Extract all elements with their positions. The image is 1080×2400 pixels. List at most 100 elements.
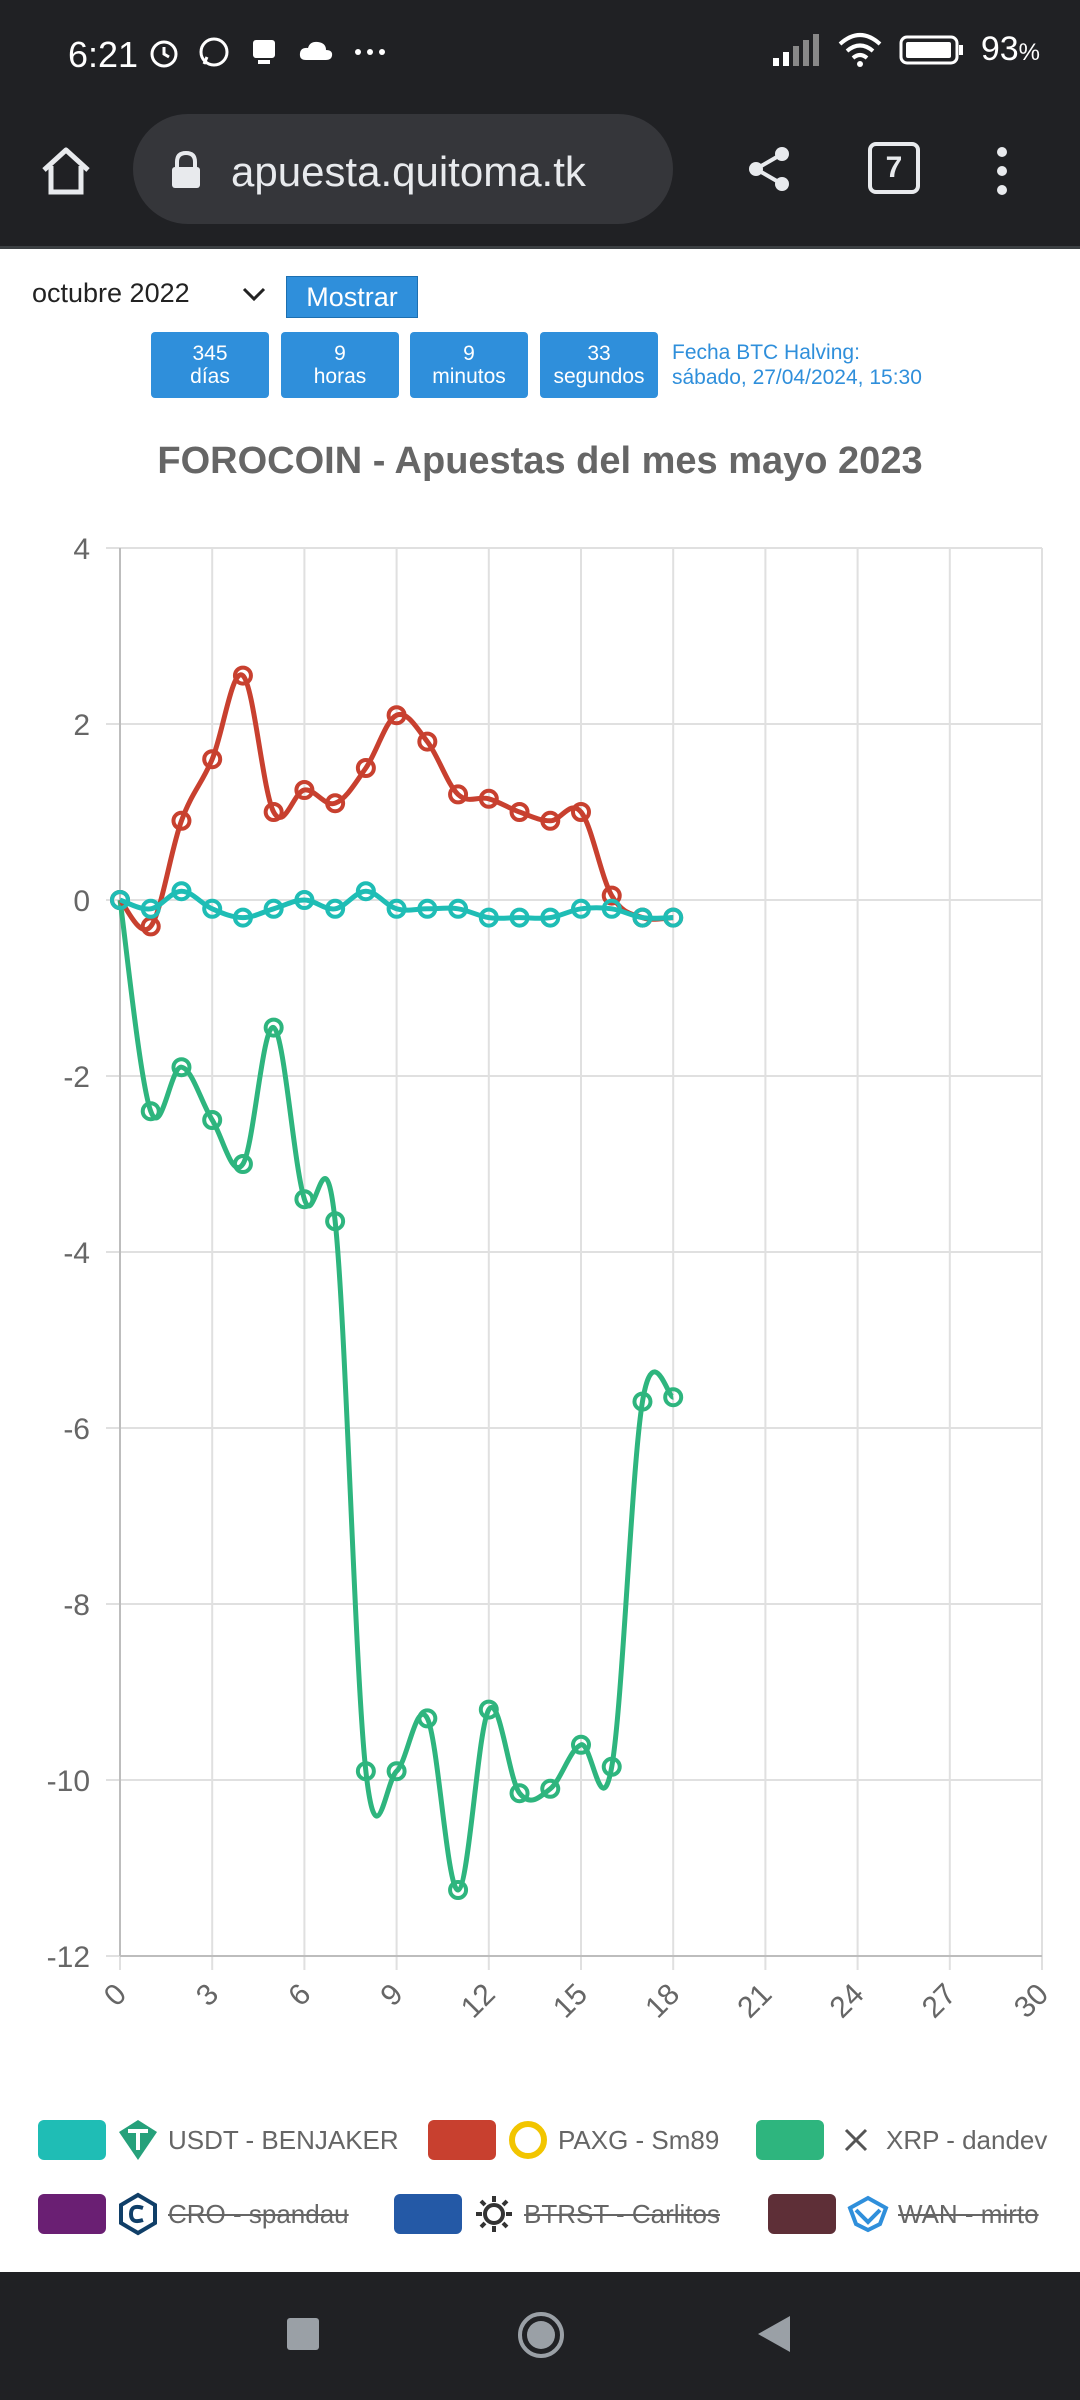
y-tick-label: -10	[47, 1765, 90, 1798]
paxg-icon	[509, 2121, 547, 2159]
alarm-icon	[150, 40, 178, 68]
wifi-icon	[838, 32, 882, 67]
chevron-down-icon[interactable]	[240, 280, 268, 308]
legend-label: USDT - BENJAKER	[168, 2124, 399, 2155]
back-icon[interactable]	[756, 2314, 792, 2354]
x-tick-label: 0	[98, 1978, 133, 2013]
battery-value: 93	[980, 30, 1019, 68]
legend-label: PAXG - Sm89	[558, 2124, 720, 2155]
legend-item-wan[interactable]: WAN - mirto	[768, 2192, 1039, 2236]
legend-item-btrst[interactable]: BTRST - Carlitos	[394, 2192, 720, 2236]
data-point	[601, 885, 622, 906]
series-line	[117, 899, 676, 1893]
data-point	[386, 898, 407, 919]
data-point	[601, 898, 622, 919]
x-tick-label: 9	[374, 1978, 409, 2013]
countdown-hours: 9 horas	[281, 332, 399, 398]
signal-icon	[772, 33, 819, 66]
more-notifications-icon	[355, 49, 385, 55]
y-tick-label: -12	[47, 1941, 90, 1974]
data-point	[171, 1057, 192, 1078]
data-point	[171, 881, 192, 902]
legend-label: WAN - mirto	[898, 2198, 1039, 2229]
data-point	[294, 780, 315, 800]
data-point	[232, 665, 253, 686]
data-point	[325, 793, 346, 814]
data-point	[325, 1211, 346, 1232]
data-point	[294, 1189, 315, 1210]
data-point	[417, 1708, 438, 1729]
home-button-icon[interactable]	[516, 2310, 566, 2360]
data-point	[263, 802, 284, 822]
data-point	[355, 1761, 376, 1782]
y-tick-label: -2	[63, 1061, 90, 1094]
y-tick-label: -6	[63, 1413, 90, 1446]
menu-icon[interactable]	[990, 144, 1014, 198]
countdown-days-label: días	[190, 365, 230, 388]
countdown-days-value: 345	[192, 342, 228, 365]
btrst-icon	[476, 2196, 512, 2232]
data-point	[202, 1110, 223, 1130]
y-tick-label: 0	[73, 885, 90, 918]
data-point	[386, 705, 407, 726]
notification-icon	[253, 40, 275, 64]
share-icon[interactable]	[744, 144, 794, 194]
clock: 6:21	[68, 34, 139, 75]
countdown-minutes-value: 9	[463, 342, 475, 365]
x-tick-label: 27	[916, 1978, 963, 2025]
data-point	[601, 1756, 622, 1777]
x-tick-label: 3	[190, 1978, 225, 2013]
y-tick-label: -8	[63, 1589, 90, 1622]
legend-item-xrp[interactable]: XRP - dandev	[756, 2118, 1047, 2162]
series-line	[118, 672, 674, 932]
line-chart: 420-2-4-6-8-10-120 3 6 9 12 15 18 21 24 27 30	[47, 533, 1055, 2025]
legend-item-usdt[interactable]: USDT - BENJAKER	[38, 2118, 399, 2162]
data-point	[478, 907, 499, 928]
x-tick-label: 21	[731, 1978, 778, 2025]
data-point	[571, 1734, 591, 1755]
month-select[interactable]: octubre 2022	[32, 278, 190, 308]
cro-icon	[119, 2192, 157, 2236]
data-point	[232, 1154, 253, 1174]
y-tick-label: -4	[63, 1237, 90, 1270]
legend-swatch	[394, 2194, 462, 2234]
x-tick-label: 18	[639, 1978, 686, 2025]
recents-icon[interactable]	[285, 2316, 321, 2352]
legend-swatch	[38, 2120, 106, 2160]
legend-item-paxg[interactable]: PAXG - Sm89	[428, 2118, 719, 2162]
halving-label: Fecha BTC Halving:	[672, 341, 860, 364]
data-point	[571, 898, 591, 919]
data-point	[140, 898, 161, 919]
data-point	[263, 1017, 284, 1038]
halving-info: Fecha BTC Halving: sábado, 27/04/2024, 1…	[672, 340, 922, 390]
x-tick-label: 15	[547, 1978, 594, 2025]
x-tick-label: 12	[455, 1978, 502, 2025]
data-point	[417, 731, 438, 752]
data-point	[448, 898, 469, 919]
controls: octubre 2022 Mostrar 345 días 9 horas 9 …	[0, 250, 1080, 470]
lock-icon	[172, 150, 200, 188]
status-bar: 6:21 93%	[0, 0, 1080, 110]
data-point	[571, 802, 591, 822]
data-point	[632, 1391, 653, 1412]
data-point	[355, 881, 376, 902]
data-point	[355, 758, 376, 778]
data-point	[448, 784, 469, 805]
wan-icon	[847, 2195, 889, 2233]
data-point	[540, 810, 561, 831]
url-bar[interactable]: apuesta.quitoma.tk	[133, 114, 673, 224]
home-icon[interactable]	[38, 142, 94, 198]
x-tick-label: 30	[1008, 1978, 1055, 2025]
cloud-icon	[299, 41, 333, 60]
tab-switcher-button[interactable]: 7	[868, 142, 920, 194]
data-point	[294, 890, 315, 910]
data-point	[325, 898, 346, 919]
whatsapp-icon	[199, 37, 229, 67]
data-point	[509, 907, 530, 928]
legend-item-cro[interactable]: CRO - spandau	[38, 2192, 349, 2236]
data-point	[540, 907, 561, 928]
data-point	[509, 1783, 530, 1804]
show-button[interactable]: Mostrar	[286, 276, 418, 318]
y-tick-label: 4	[73, 533, 90, 566]
url-text: apuesta.quitoma.tk	[231, 148, 586, 195]
